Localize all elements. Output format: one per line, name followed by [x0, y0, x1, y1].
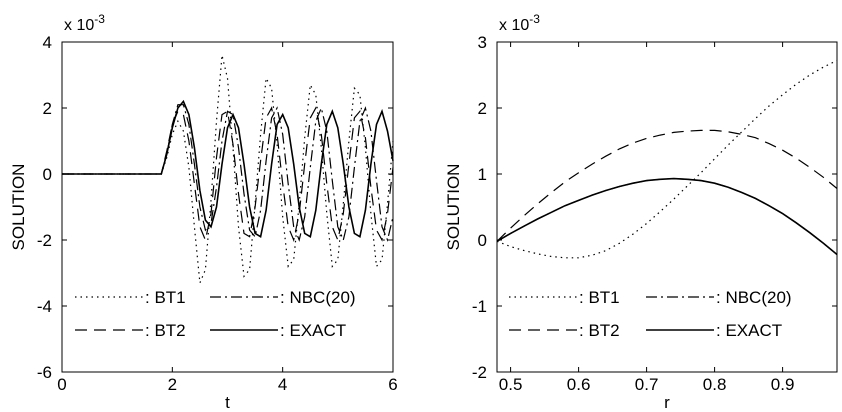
y-tick-label: -2 — [472, 363, 487, 382]
legend-entry-label: : EXACT — [280, 321, 346, 340]
legend-entry-label: : BT1 — [579, 288, 620, 307]
y-tick-label: 0 — [478, 231, 487, 250]
x-tick-label: 2 — [168, 375, 177, 394]
series-line-2 — [497, 130, 837, 241]
series-line-4 — [497, 179, 837, 255]
x-tick-label: 4 — [278, 375, 287, 394]
x-axis-label: r — [664, 393, 670, 412]
y-axis-label: SOLUTION — [444, 164, 463, 251]
x-tick-label: 0.6 — [567, 375, 591, 394]
legend-entry-label: : EXACT — [716, 321, 782, 340]
y-tick-label: 4 — [43, 33, 52, 52]
series-line-4 — [62, 101, 393, 236]
y-tick-label: 2 — [478, 99, 487, 118]
legend-entry-label: : BT2 — [579, 321, 620, 340]
y-tick-label: -4 — [37, 297, 52, 316]
x-tick-label: 6 — [388, 375, 397, 394]
legend-entry-label: : BT2 — [145, 321, 186, 340]
series-line-1 — [497, 61, 837, 258]
series-line-3 — [62, 105, 393, 240]
y-tick-label: 2 — [43, 99, 52, 118]
y-tick-label: 1 — [478, 165, 487, 184]
x-tick-label: 0.5 — [499, 375, 523, 394]
y-tick-label: -2 — [37, 231, 52, 250]
y-tick-label: -6 — [37, 363, 52, 382]
axis-exponent-power: -3 — [94, 12, 105, 26]
x-axis-label: t — [225, 393, 230, 412]
x-tick-label: 0.8 — [703, 375, 727, 394]
axis-exponent-label: x 10-3 — [64, 12, 105, 34]
axis-exponent-power: -3 — [529, 12, 540, 26]
legend: : BT1 : BT2 : NBC(20) : EXACT — [509, 288, 792, 340]
y-tick-label: 3 — [478, 33, 487, 52]
axis-exponent-label: x 10-3 — [499, 12, 540, 34]
legend: : BT1 : BT2 : NBC(20) : EXACT — [75, 288, 356, 340]
x-tick-label: 0 — [57, 375, 66, 394]
x-tick-label: 0.9 — [771, 375, 795, 394]
y-tick-label: -1 — [472, 297, 487, 316]
y-tick-label: 0 — [43, 165, 52, 184]
y-axis-label: SOLUTION — [9, 164, 28, 251]
legend-entry-label: : NBC(20) — [280, 288, 356, 307]
right-chart-panel: 0.5 0.6 0.7 0.8 0.9 -2 -1 0 1 2 3 x 10-3 r SOLUTION : … — [444, 12, 837, 412]
x-tick-label: 0.7 — [635, 375, 659, 394]
legend-entry-label: : BT1 — [145, 288, 186, 307]
legend-entry-label: : NBC(20) — [716, 288, 792, 307]
